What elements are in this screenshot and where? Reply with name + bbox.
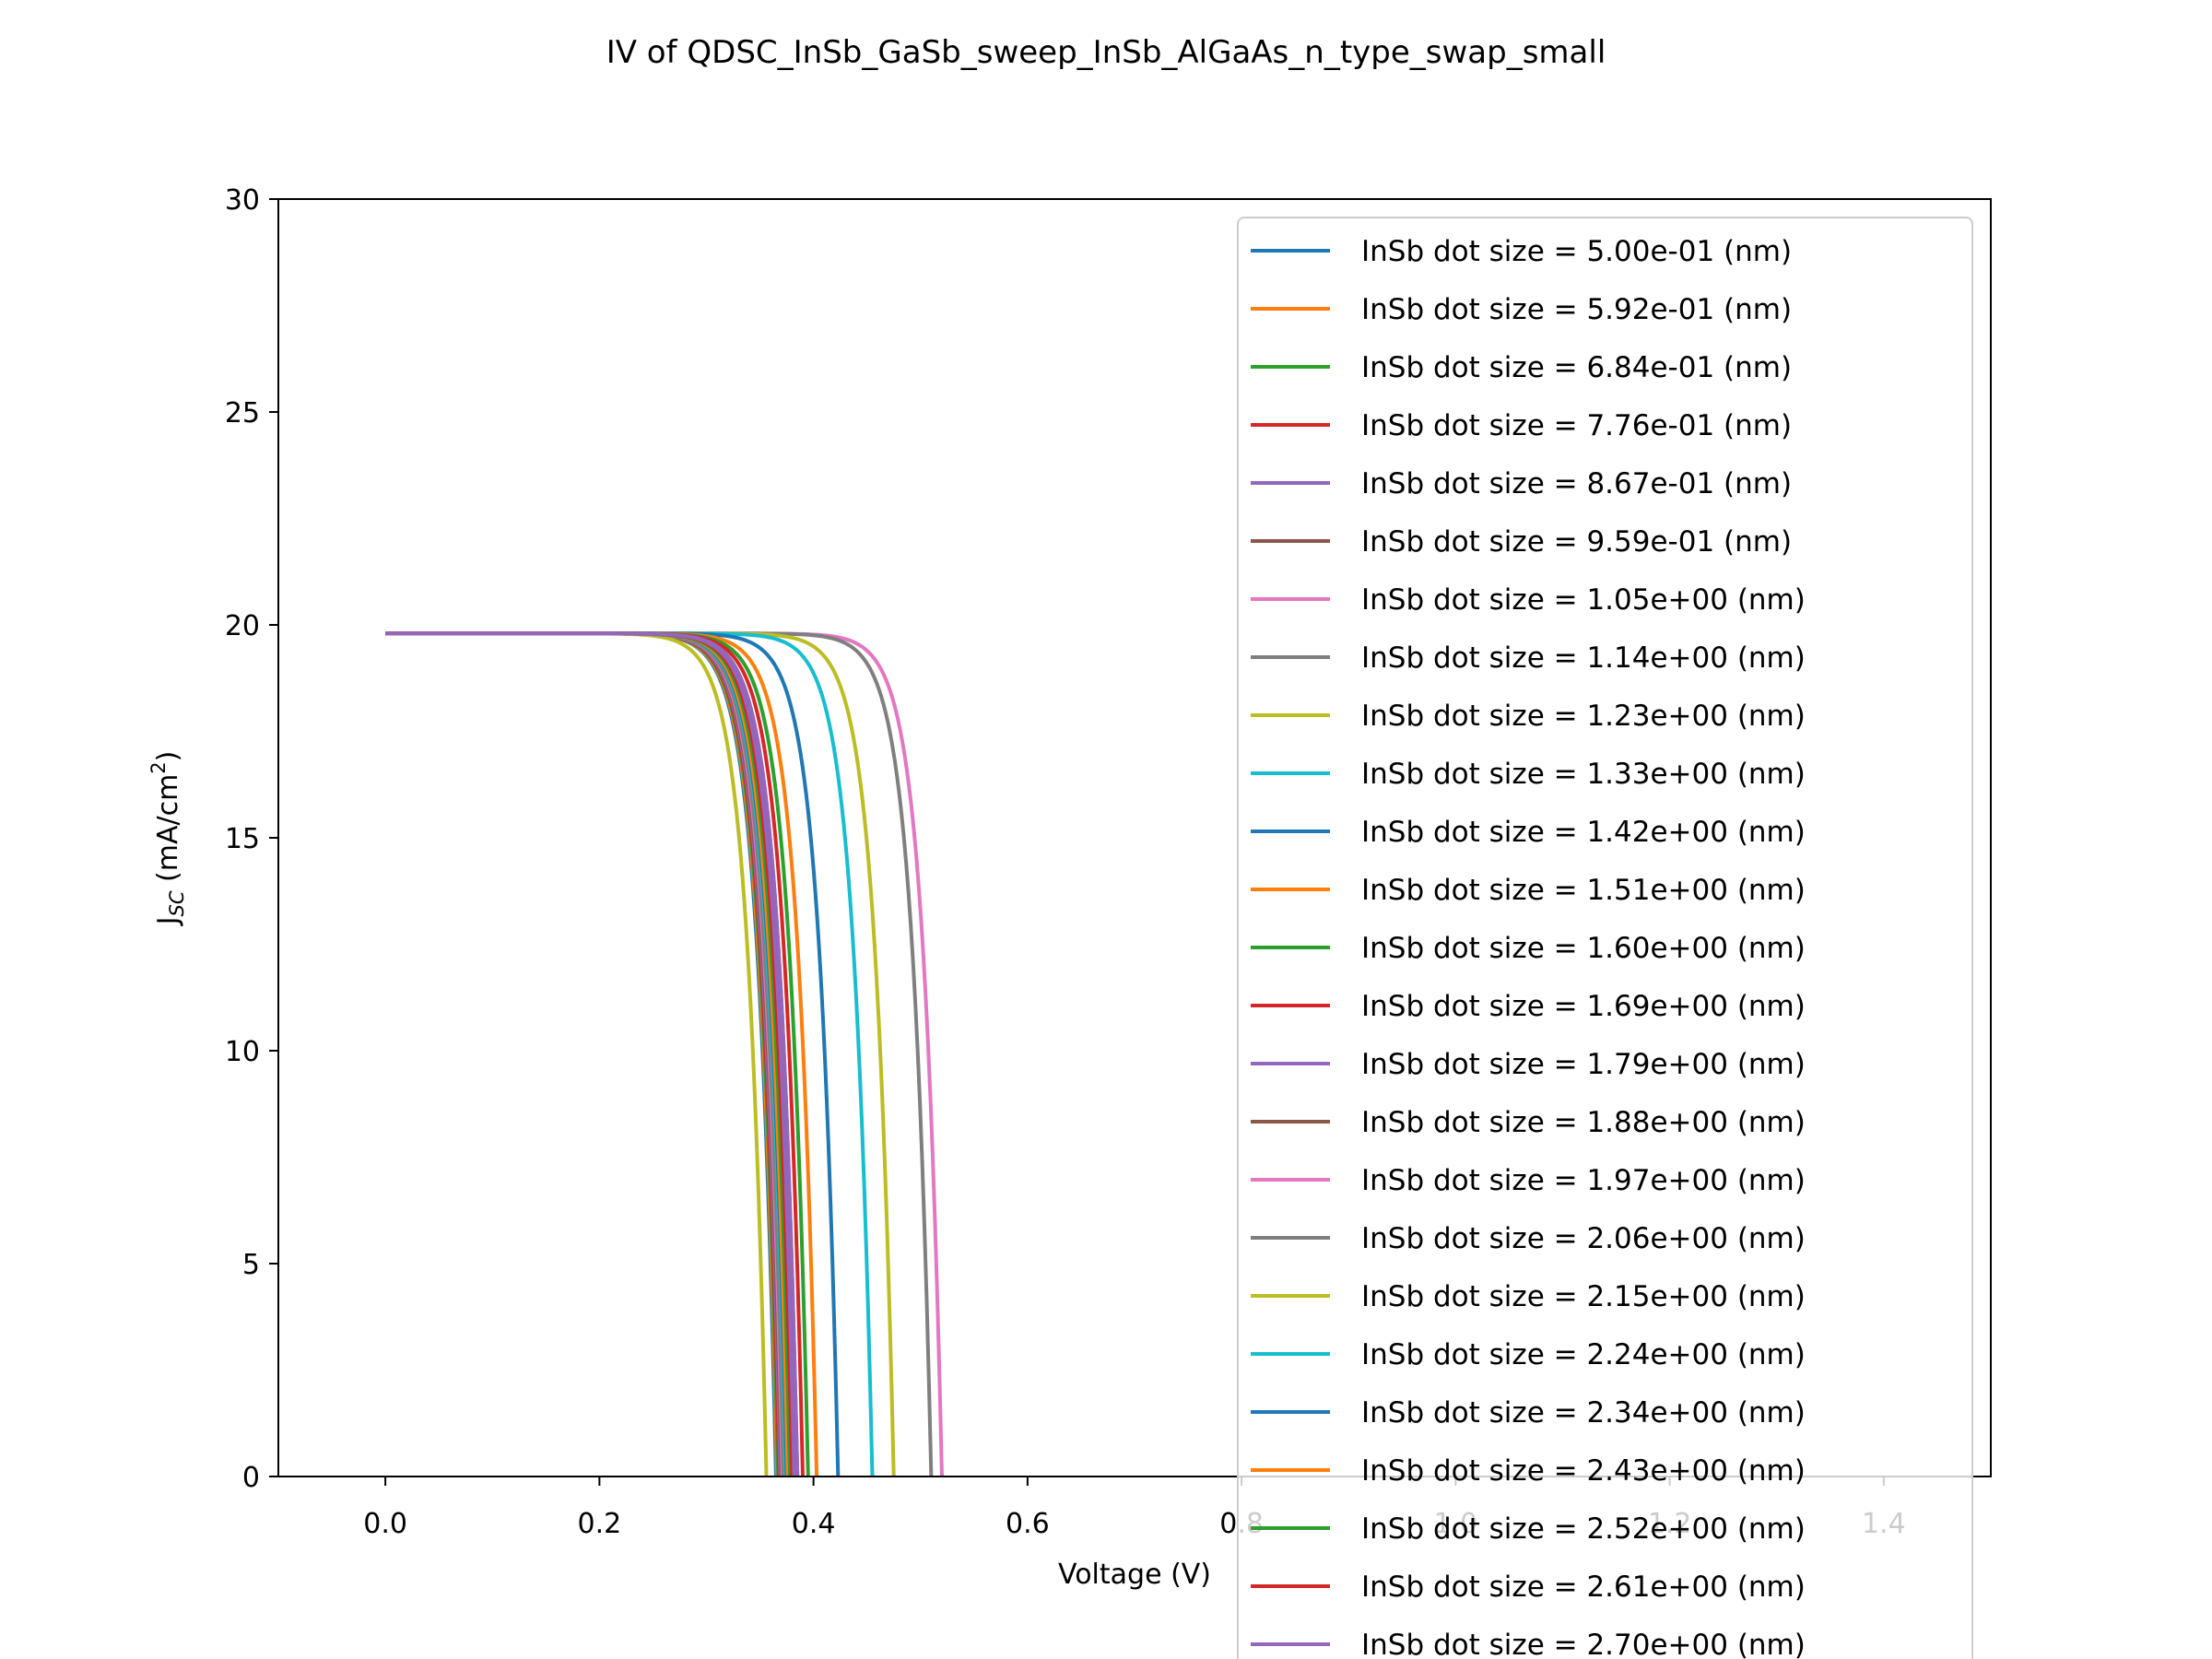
legend-label: InSb dot size = 2.24e+00 (nm)	[1361, 1338, 1806, 1371]
legend-label: InSb dot size = 1.14e+00 (nm)	[1361, 641, 1806, 675]
series-line-10	[385, 631, 788, 1477]
legend-label: InSb dot size = 5.00e-01 (nm)	[1361, 235, 1792, 268]
series-line-1	[385, 631, 778, 1477]
y-tick-label: 20	[225, 610, 260, 642]
series-line-16	[385, 631, 800, 1477]
legend-label: InSb dot size = 2.61e+00 (nm)	[1361, 1571, 1806, 1604]
legend-label: InSb dot size = 1.05e+00 (nm)	[1361, 583, 1806, 617]
x-axis-label: Voltage (V)	[1058, 1559, 1211, 1591]
series-group	[385, 631, 944, 1477]
x-tick-label: 0.4	[792, 1508, 836, 1540]
series-line-11	[385, 631, 789, 1477]
legend-label: InSb dot size = 7.76e-01 (nm)	[1361, 409, 1792, 442]
x-tick-label: 0.6	[1006, 1508, 1050, 1540]
y-tick-label: 30	[225, 184, 260, 217]
legend: InSb dot size = 5.00e-01 (nm) InSb dot si…	[1237, 217, 1973, 1659]
series-line-5	[385, 631, 782, 1477]
legend-label: InSb dot size = 2.34e+00 (nm)	[1361, 1396, 1806, 1430]
y-tick-label: 15	[225, 823, 260, 855]
legend-label: InSb dot size = 2.43e+00 (nm)	[1361, 1454, 1806, 1488]
legend-label: InSb dot size = 1.60e+00 (nm)	[1361, 932, 1806, 965]
series-line-6	[385, 631, 783, 1477]
series-line-25	[385, 631, 800, 1477]
legend-label: InSb dot size = 2.52e+00 (nm)	[1361, 1512, 1806, 1546]
legend-label: InSb dot size = 1.69e+00 (nm)	[1361, 990, 1806, 1023]
legend-label: InSb dot size = 2.15e+00 (nm)	[1361, 1280, 1806, 1313]
legend-label: InSb dot size = 1.79e+00 (nm)	[1361, 1048, 1806, 1081]
x-tick-label: 0.2	[578, 1508, 622, 1540]
series-line-8	[385, 631, 786, 1477]
legend-label: InSb dot size = 6.84e-01 (nm)	[1361, 351, 1792, 384]
legend-label: InSb dot size = 1.33e+00 (nm)	[1361, 758, 1806, 791]
series-line-7	[385, 631, 784, 1477]
legend-label: InSb dot size = 1.88e+00 (nm)	[1361, 1106, 1806, 1139]
series-line-18	[385, 631, 934, 1477]
legend-box	[1237, 217, 1973, 1659]
series-line-2	[385, 631, 780, 1477]
series-line-4	[385, 631, 782, 1477]
legend-label: InSb dot size = 5.92e-01 (nm)	[1361, 293, 1792, 326]
series-line-12	[385, 631, 790, 1477]
legend-label: InSb dot size = 1.42e+00 (nm)	[1361, 816, 1806, 849]
y-tick-label: 0	[242, 1462, 260, 1494]
legend-label: InSb dot size = 2.06e+00 (nm)	[1361, 1222, 1806, 1255]
series-line-3	[385, 631, 781, 1477]
legend-label: InSb dot size = 2.70e+00 (nm)	[1361, 1629, 1806, 1659]
y-tick-label: 5	[242, 1249, 260, 1281]
legend-label: InSb dot size = 8.67e-01 (nm)	[1361, 467, 1792, 500]
x-tick-label: 0.0	[363, 1508, 407, 1540]
y-tick-label: 25	[225, 397, 260, 429]
legend-label: InSb dot size = 9.59e-01 (nm)	[1361, 525, 1792, 559]
legend-label: InSb dot size = 1.51e+00 (nm)	[1361, 874, 1806, 907]
series-line-9	[385, 631, 769, 1477]
chart-title: IV of QDSC_InSb_GaSb_sweep_InSb_AlGaAs_n…	[606, 34, 1606, 71]
y-axis-label: JSC (mA/cm2)	[147, 751, 188, 927]
y-axis-ticks: 0 5 10 15 20 25 30	[225, 184, 278, 1494]
series-line-15	[385, 631, 796, 1477]
legend-label: InSb dot size = 1.23e+00 (nm)	[1361, 700, 1806, 733]
series-line-19	[385, 631, 896, 1477]
y-tick-label: 10	[225, 1036, 260, 1068]
legend-label: InSb dot size = 1.97e+00 (nm)	[1361, 1164, 1806, 1197]
